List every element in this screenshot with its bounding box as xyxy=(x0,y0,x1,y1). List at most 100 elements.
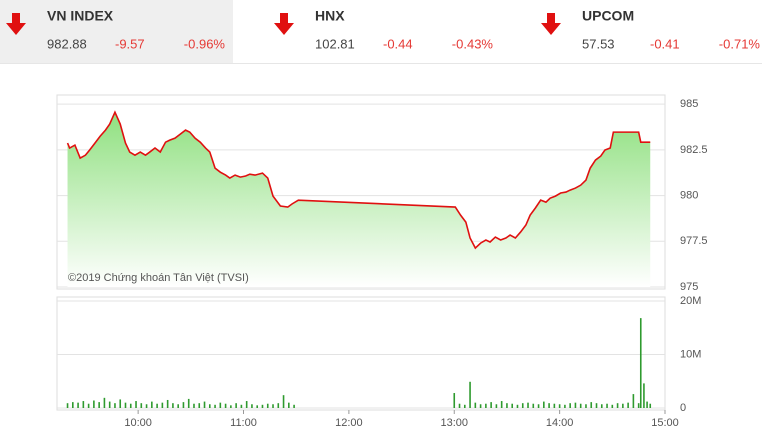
volume-bar xyxy=(98,402,100,408)
volume-bar xyxy=(553,403,556,408)
y-tick-label: 980 xyxy=(680,189,698,201)
volume-bar xyxy=(649,403,652,408)
volume-bar xyxy=(474,402,477,408)
volume-bar xyxy=(490,402,492,408)
plot-frame xyxy=(56,94,666,290)
x-tick-label: 15:00 xyxy=(651,417,679,429)
active-tab-bg xyxy=(0,0,233,63)
index-pct: -0.43% xyxy=(452,36,494,51)
volume-bar xyxy=(282,395,285,408)
volume-bar xyxy=(463,404,466,408)
index-change: -0.44 xyxy=(383,36,413,51)
x-tick-label: 13:00 xyxy=(440,417,468,429)
index-value: 982.88 xyxy=(47,36,87,51)
volume-bar xyxy=(119,399,122,408)
volume-bar xyxy=(527,402,529,408)
volume-bar xyxy=(469,381,471,408)
volume-bar xyxy=(156,403,158,408)
volume-bar xyxy=(129,403,132,408)
index-change: -0.41 xyxy=(650,36,680,51)
volume-bar xyxy=(208,404,211,408)
index-pct: -0.96% xyxy=(184,36,226,51)
volume-bar xyxy=(548,403,550,408)
volume-bar xyxy=(627,402,629,408)
index-value: 102.81 xyxy=(315,36,355,51)
volume-bar xyxy=(140,403,143,408)
volume-bar xyxy=(277,403,280,408)
x-tick-label: 11:00 xyxy=(230,417,257,429)
index-change: -9.57 xyxy=(115,36,145,51)
volume-bar xyxy=(166,399,169,408)
volume-bar xyxy=(495,404,498,408)
x-tick-label: 12:00 xyxy=(335,417,363,429)
volume-bar xyxy=(124,402,127,408)
volume-bar xyxy=(622,403,624,408)
volume-bar xyxy=(272,404,274,408)
volume-bar xyxy=(611,404,614,408)
volume-bar xyxy=(198,403,201,408)
volume-bar xyxy=(214,404,216,408)
volume-bar xyxy=(479,404,482,408)
plot-frame xyxy=(56,296,666,411)
volume-bar xyxy=(82,401,85,408)
volume-bar xyxy=(66,403,69,408)
index-value: 57.53 xyxy=(582,36,615,51)
volume-bar xyxy=(145,404,148,408)
volume-bar xyxy=(585,404,587,408)
volume-bar xyxy=(93,400,95,408)
volume-bar xyxy=(261,404,264,408)
volume-bar xyxy=(569,403,571,408)
volume-bar xyxy=(266,403,269,408)
price-line xyxy=(66,110,651,250)
volume-bar xyxy=(224,403,227,408)
volume-bar xyxy=(564,404,566,408)
volume-bar xyxy=(108,401,111,408)
y-tick-label: 977.5 xyxy=(680,235,708,247)
index-name: HNX xyxy=(315,8,345,24)
index-pct: -0.71% xyxy=(719,36,761,51)
volume-bar xyxy=(616,403,619,408)
volume-bar xyxy=(646,401,648,408)
volume-bar xyxy=(453,393,456,408)
price-area xyxy=(67,112,651,287)
volume-bar xyxy=(182,402,185,408)
volume-bar xyxy=(511,403,514,408)
volume-bar xyxy=(543,401,545,408)
volume-bar xyxy=(251,404,253,408)
down-arrow-icon xyxy=(541,13,561,35)
y-tick-label: 975 xyxy=(680,281,698,293)
x-tick-label: 14:00 xyxy=(546,417,574,429)
volume-bar xyxy=(288,402,290,408)
index-name: UPCOM xyxy=(582,8,634,24)
volume-bar xyxy=(187,398,190,408)
volume-bar xyxy=(77,402,79,408)
volume-bar xyxy=(558,404,561,408)
volume-bar xyxy=(458,403,461,408)
x-tick-label: 10:00 xyxy=(124,417,152,429)
volume-bar xyxy=(245,401,248,408)
volume-bar xyxy=(521,403,524,408)
volume-bar xyxy=(193,403,195,408)
volume-bar xyxy=(172,403,174,408)
index-name: VN INDEX xyxy=(47,8,114,24)
volume-bar xyxy=(161,402,164,408)
volume-bar xyxy=(595,403,598,408)
volume-bar xyxy=(506,403,508,408)
volume-bar xyxy=(532,403,535,408)
y-tick-label: 20M xyxy=(680,295,701,307)
volume-bar xyxy=(135,401,137,408)
volume-bar xyxy=(485,403,487,408)
volume-bar xyxy=(574,402,577,408)
volume-bar xyxy=(151,401,153,408)
volume-bar xyxy=(639,318,642,408)
volume-bar xyxy=(293,404,295,408)
y-tick-label: 10M xyxy=(680,348,701,360)
volume-bar xyxy=(235,403,237,408)
down-arrow-icon xyxy=(274,13,294,35)
volume-bar xyxy=(637,403,640,408)
volume-bar xyxy=(590,402,593,408)
volume-bar xyxy=(114,403,116,408)
y-tick-label: 982.5 xyxy=(680,144,708,156)
volume-bar xyxy=(87,403,90,408)
